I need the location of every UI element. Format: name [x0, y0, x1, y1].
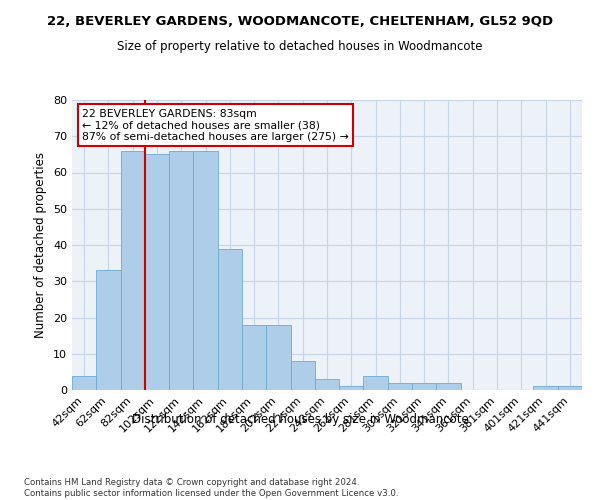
Bar: [436, 383, 461, 390]
Bar: [558, 386, 582, 390]
Bar: [169, 151, 193, 390]
Bar: [96, 270, 121, 390]
Bar: [72, 376, 96, 390]
Bar: [388, 383, 412, 390]
Text: Distribution of detached houses by size in Woodmancote: Distribution of detached houses by size …: [131, 412, 469, 426]
Text: Size of property relative to detached houses in Woodmancote: Size of property relative to detached ho…: [117, 40, 483, 53]
Bar: [339, 386, 364, 390]
Bar: [533, 386, 558, 390]
Bar: [266, 325, 290, 390]
Bar: [121, 151, 145, 390]
Bar: [412, 383, 436, 390]
Bar: [364, 376, 388, 390]
Bar: [145, 154, 169, 390]
Bar: [290, 361, 315, 390]
Text: 22 BEVERLEY GARDENS: 83sqm
← 12% of detached houses are smaller (38)
87% of semi: 22 BEVERLEY GARDENS: 83sqm ← 12% of deta…: [82, 108, 349, 142]
Text: 22, BEVERLEY GARDENS, WOODMANCOTE, CHELTENHAM, GL52 9QD: 22, BEVERLEY GARDENS, WOODMANCOTE, CHELT…: [47, 15, 553, 28]
Bar: [315, 379, 339, 390]
Bar: [193, 151, 218, 390]
Y-axis label: Number of detached properties: Number of detached properties: [34, 152, 47, 338]
Bar: [242, 325, 266, 390]
Text: Contains HM Land Registry data © Crown copyright and database right 2024.
Contai: Contains HM Land Registry data © Crown c…: [24, 478, 398, 498]
Bar: [218, 248, 242, 390]
